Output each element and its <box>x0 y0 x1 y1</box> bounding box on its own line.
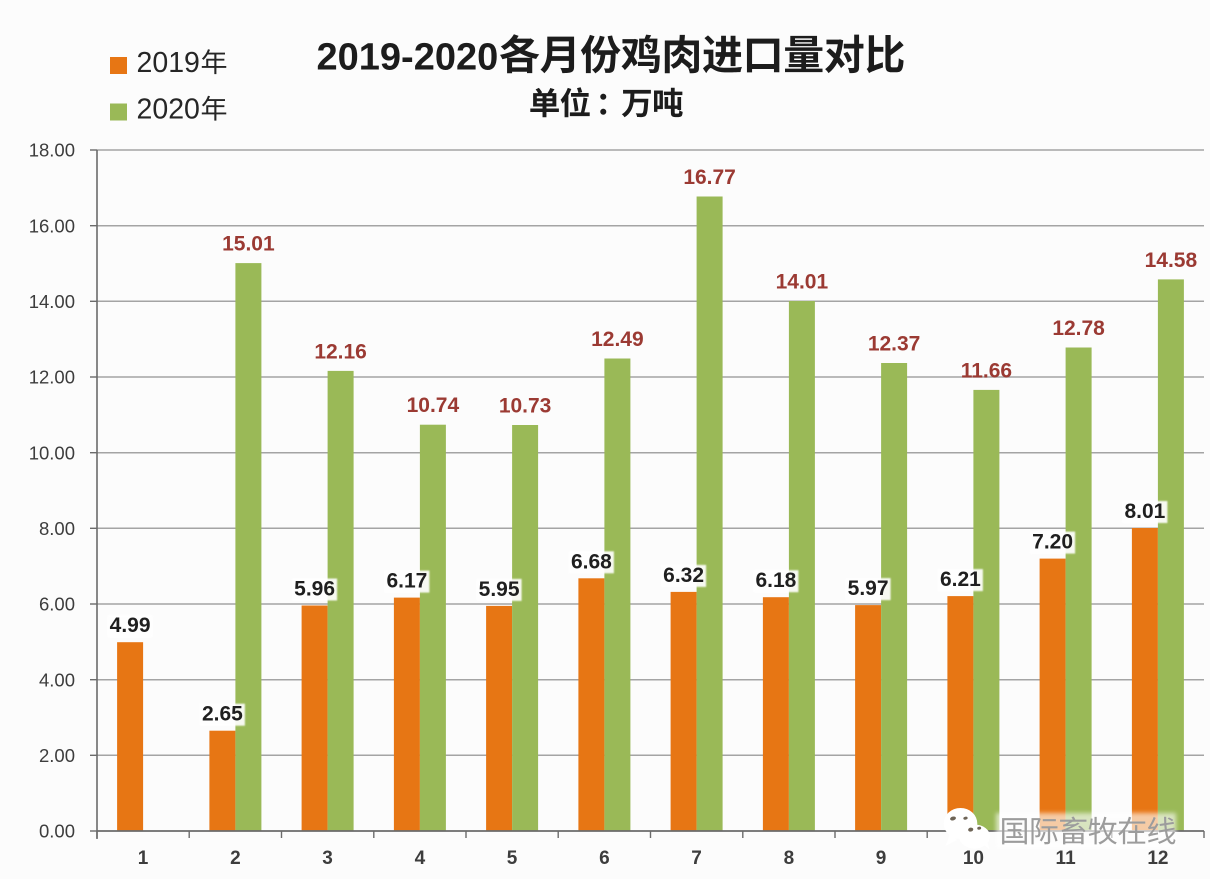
svg-text:6.68: 6.68 <box>571 550 612 573</box>
svg-text:8.00: 8.00 <box>39 518 75 539</box>
svg-text:16.00: 16.00 <box>29 215 75 236</box>
svg-text:12.00: 12.00 <box>29 367 75 388</box>
svg-text:12.37: 12.37 <box>868 333 921 356</box>
svg-text:18.00: 18.00 <box>29 140 75 161</box>
svg-text:10.73: 10.73 <box>499 395 552 418</box>
svg-text:5.95: 5.95 <box>479 578 520 601</box>
svg-text:8.01: 8.01 <box>1124 500 1165 523</box>
svg-text:6.32: 6.32 <box>663 564 704 587</box>
svg-text:1: 1 <box>138 848 149 869</box>
svg-text:6.21: 6.21 <box>940 568 981 591</box>
svg-text:16.77: 16.77 <box>683 166 736 189</box>
svg-text:6.17: 6.17 <box>386 570 427 593</box>
svg-text:11.66: 11.66 <box>961 359 1012 382</box>
svg-text:15.01: 15.01 <box>222 233 275 256</box>
svg-text:2020: 2020 <box>137 94 200 126</box>
svg-text:14.00: 14.00 <box>29 291 75 312</box>
svg-text:11: 11 <box>1056 848 1077 869</box>
svg-text:7: 7 <box>691 848 702 869</box>
svg-text:5.96: 5.96 <box>294 578 335 601</box>
svg-text:14.01: 14.01 <box>776 271 829 294</box>
svg-text:8: 8 <box>784 848 795 869</box>
svg-text:4: 4 <box>415 848 426 869</box>
svg-text:2019: 2019 <box>137 47 200 79</box>
svg-text:12: 12 <box>1147 848 1168 869</box>
svg-text:12.16: 12.16 <box>314 340 367 363</box>
svg-text:6.18: 6.18 <box>755 569 796 592</box>
svg-text:5: 5 <box>507 848 518 869</box>
svg-text:10.74: 10.74 <box>407 394 460 417</box>
svg-text:4.00: 4.00 <box>39 669 75 690</box>
svg-text:9: 9 <box>876 848 887 869</box>
svg-text:10.00: 10.00 <box>29 442 75 463</box>
svg-text:2: 2 <box>230 848 241 869</box>
svg-text:12.49: 12.49 <box>591 328 644 351</box>
svg-text:6.00: 6.00 <box>39 594 75 615</box>
svg-text:2.00: 2.00 <box>39 745 75 766</box>
svg-text:10: 10 <box>963 848 984 869</box>
svg-text:3: 3 <box>322 848 333 869</box>
svg-text:14.58: 14.58 <box>1145 249 1198 272</box>
svg-text:6: 6 <box>599 848 610 869</box>
svg-text:12.78: 12.78 <box>1052 317 1105 340</box>
svg-text:5.97: 5.97 <box>848 577 889 600</box>
svg-text:2.65: 2.65 <box>202 703 243 726</box>
svg-text:4.99: 4.99 <box>110 614 151 637</box>
svg-text:0.00: 0.00 <box>39 821 75 842</box>
svg-text:7.20: 7.20 <box>1032 531 1073 554</box>
svg-text:2019-2020: 2019-2020 <box>317 37 499 79</box>
